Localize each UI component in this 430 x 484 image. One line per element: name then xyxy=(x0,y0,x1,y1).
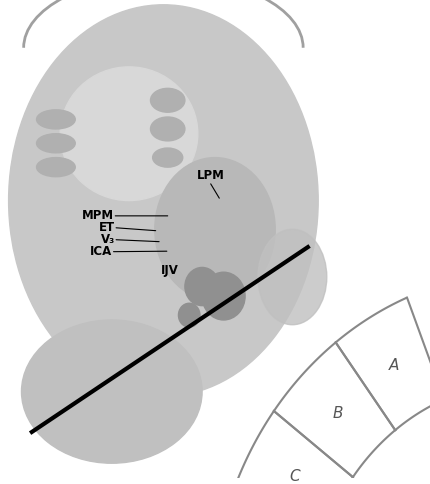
Text: MPM: MPM xyxy=(82,210,114,222)
Ellipse shape xyxy=(258,229,327,325)
Circle shape xyxy=(178,303,200,327)
Circle shape xyxy=(202,272,245,320)
Polygon shape xyxy=(336,298,430,430)
Text: A: A xyxy=(389,358,399,373)
Ellipse shape xyxy=(9,5,318,396)
Text: C: C xyxy=(289,469,300,484)
Text: ET: ET xyxy=(99,221,115,234)
Ellipse shape xyxy=(153,148,183,167)
Ellipse shape xyxy=(150,89,185,112)
Text: LPM: LPM xyxy=(197,169,224,182)
Ellipse shape xyxy=(37,134,75,153)
Ellipse shape xyxy=(37,110,75,129)
Text: B: B xyxy=(332,406,343,421)
Text: V₃: V₃ xyxy=(101,233,115,246)
Polygon shape xyxy=(274,342,395,477)
Ellipse shape xyxy=(155,158,275,301)
Circle shape xyxy=(185,268,219,305)
Text: IJV: IJV xyxy=(161,264,179,277)
Ellipse shape xyxy=(150,117,185,141)
Polygon shape xyxy=(233,411,353,484)
Ellipse shape xyxy=(22,320,202,463)
Ellipse shape xyxy=(60,67,198,200)
Ellipse shape xyxy=(37,158,75,177)
Text: ICA: ICA xyxy=(90,245,112,258)
